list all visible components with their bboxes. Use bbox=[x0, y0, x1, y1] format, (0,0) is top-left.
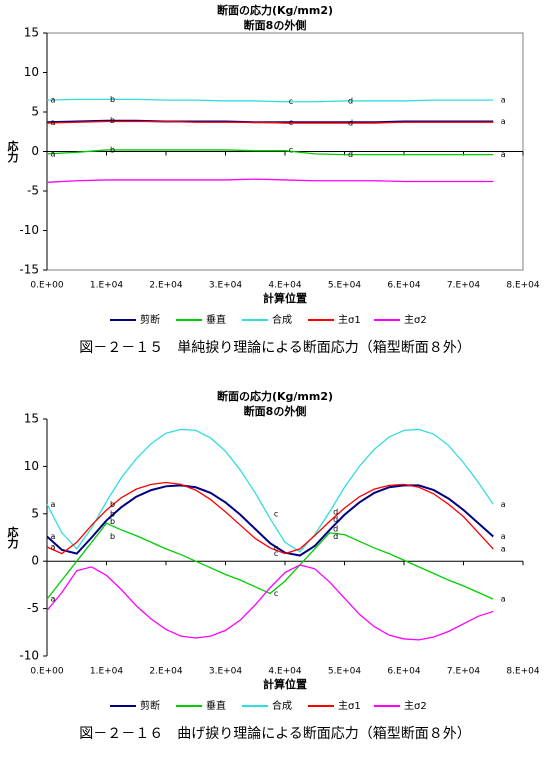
point-label: a bbox=[501, 595, 506, 604]
y-tick-label: -5 bbox=[27, 601, 39, 615]
series-line bbox=[46, 428, 494, 553]
point-label: c bbox=[274, 549, 278, 558]
point-label: c bbox=[274, 589, 278, 598]
x-axis-label: 計算位置 bbox=[263, 291, 307, 305]
x-axis-label: 計算位置 bbox=[263, 677, 307, 691]
y-tick-label: -5 bbox=[27, 184, 39, 198]
point-label: c bbox=[289, 118, 293, 127]
legend-label: 垂直 bbox=[206, 313, 226, 326]
point-label: c bbox=[274, 543, 278, 552]
y-tick-label: 10 bbox=[24, 459, 39, 473]
y-tick-label: 15 bbox=[24, 412, 39, 426]
series-line bbox=[46, 120, 494, 124]
legend-label: 垂直 bbox=[206, 699, 226, 712]
point-label: c bbox=[289, 97, 293, 106]
point-label: a bbox=[51, 118, 56, 127]
point-label: a bbox=[501, 544, 506, 553]
chart-title: 断面の応力(Kg/mm2) bbox=[217, 3, 333, 17]
point-label: a bbox=[501, 96, 506, 105]
point-label: a bbox=[51, 542, 56, 551]
x-tick-label: 2.E+04 bbox=[149, 667, 183, 677]
series-line bbox=[46, 522, 494, 600]
y-tick-label: 0 bbox=[31, 144, 39, 158]
x-tick-label: 6.E+04 bbox=[387, 667, 421, 677]
legend-label: 主σ1 bbox=[338, 314, 361, 326]
legend-label: 主σ2 bbox=[404, 700, 427, 712]
point-label: a bbox=[51, 595, 56, 604]
point-label: d bbox=[348, 150, 353, 159]
x-tick-label: 6.E+04 bbox=[387, 281, 421, 291]
legend-label: 主σ1 bbox=[338, 700, 361, 712]
point-label: d bbox=[333, 515, 338, 524]
point-label: b bbox=[110, 509, 115, 518]
y-tick-label: -10 bbox=[19, 649, 39, 663]
chart-subtitle: 断面8の外側 bbox=[244, 18, 307, 32]
figure-caption: 図－２－１６ 曲げ捩り理論による断面応力（箱型断面８外） bbox=[79, 726, 471, 742]
x-tick-label: 0.E+00 bbox=[30, 281, 64, 291]
y-tick-label: -10 bbox=[19, 223, 39, 237]
point-label: a bbox=[51, 500, 56, 509]
point-label: b bbox=[110, 500, 115, 509]
chart-subtitle: 断面8の外側 bbox=[244, 404, 307, 418]
y-tick-label: 0 bbox=[31, 554, 39, 568]
y-tick-label: 5 bbox=[31, 105, 39, 119]
chart: 断面の応力(Kg/mm2)断面8の外側 -15 -10 -5 0 5 10 15 0.E+00 1… bbox=[6, 3, 540, 356]
point-label: c bbox=[274, 509, 278, 518]
point-label: d bbox=[348, 119, 353, 128]
chart-title: 断面の応力(Kg/mm2) bbox=[217, 389, 333, 403]
legend-label: 合成 bbox=[272, 313, 292, 326]
x-tick-label: 7.E+04 bbox=[447, 667, 481, 677]
point-label: a bbox=[51, 96, 56, 105]
x-tick-label: 8.E+04 bbox=[506, 281, 540, 291]
series-line bbox=[46, 149, 494, 156]
chart: 断面の応力(Kg/mm2)断面8の外側 -10 -5 0 5 10 15 0.E+00 1.E+… bbox=[6, 389, 540, 742]
x-tick-label: 1.E+04 bbox=[90, 667, 124, 677]
x-tick-label: 7.E+04 bbox=[447, 281, 481, 291]
y-tick-label: 5 bbox=[31, 506, 39, 520]
x-tick-label: 8.E+04 bbox=[506, 667, 540, 677]
y-tick-label: 15 bbox=[24, 26, 39, 40]
point-label: a bbox=[501, 150, 506, 159]
point-label: a bbox=[501, 117, 506, 126]
point-label: b bbox=[110, 95, 115, 104]
y-tick-label: -15 bbox=[19, 263, 39, 277]
series-line bbox=[46, 484, 494, 557]
legend-label: 剪断 bbox=[140, 699, 160, 712]
x-tick-label: 4.E+04 bbox=[268, 281, 302, 291]
series-line bbox=[46, 98, 494, 103]
y-axis-label: 応力 bbox=[6, 525, 19, 549]
y-tick-label: 10 bbox=[24, 65, 39, 79]
point-label: a bbox=[51, 149, 56, 158]
legend-label: 主σ2 bbox=[404, 314, 427, 326]
point-label: c bbox=[289, 145, 293, 154]
point-label: d bbox=[333, 507, 338, 516]
series-line bbox=[46, 178, 494, 183]
x-tick-label: 1.E+04 bbox=[90, 281, 124, 291]
x-tick-label: 4.E+04 bbox=[268, 667, 302, 677]
x-tick-label: 5.E+04 bbox=[328, 281, 362, 291]
point-label: a bbox=[501, 532, 506, 541]
figure-caption: 図－２－１５ 単純捩り理論による断面応力（箱型断面８外） bbox=[79, 340, 471, 356]
x-tick-label: 5.E+04 bbox=[328, 667, 362, 677]
point-label: a bbox=[501, 500, 506, 509]
point-label: b bbox=[110, 116, 115, 125]
series-line bbox=[46, 564, 494, 641]
legend-label: 剪断 bbox=[140, 313, 160, 326]
y-axis-label: 応力 bbox=[6, 139, 19, 163]
x-tick-label: 3.E+04 bbox=[209, 667, 243, 677]
x-tick-label: 0.E+00 bbox=[30, 667, 64, 677]
point-label: d bbox=[333, 532, 338, 541]
point-label: b bbox=[110, 517, 115, 526]
x-tick-label: 3.E+04 bbox=[209, 281, 243, 291]
point-label: d bbox=[348, 96, 353, 105]
x-tick-label: 2.E+04 bbox=[149, 281, 183, 291]
point-label: d bbox=[333, 524, 338, 533]
legend-label: 合成 bbox=[272, 699, 292, 712]
point-label: b bbox=[110, 145, 115, 154]
series-line bbox=[46, 481, 494, 555]
point-label: a bbox=[51, 532, 56, 541]
point-label: b bbox=[110, 532, 115, 541]
